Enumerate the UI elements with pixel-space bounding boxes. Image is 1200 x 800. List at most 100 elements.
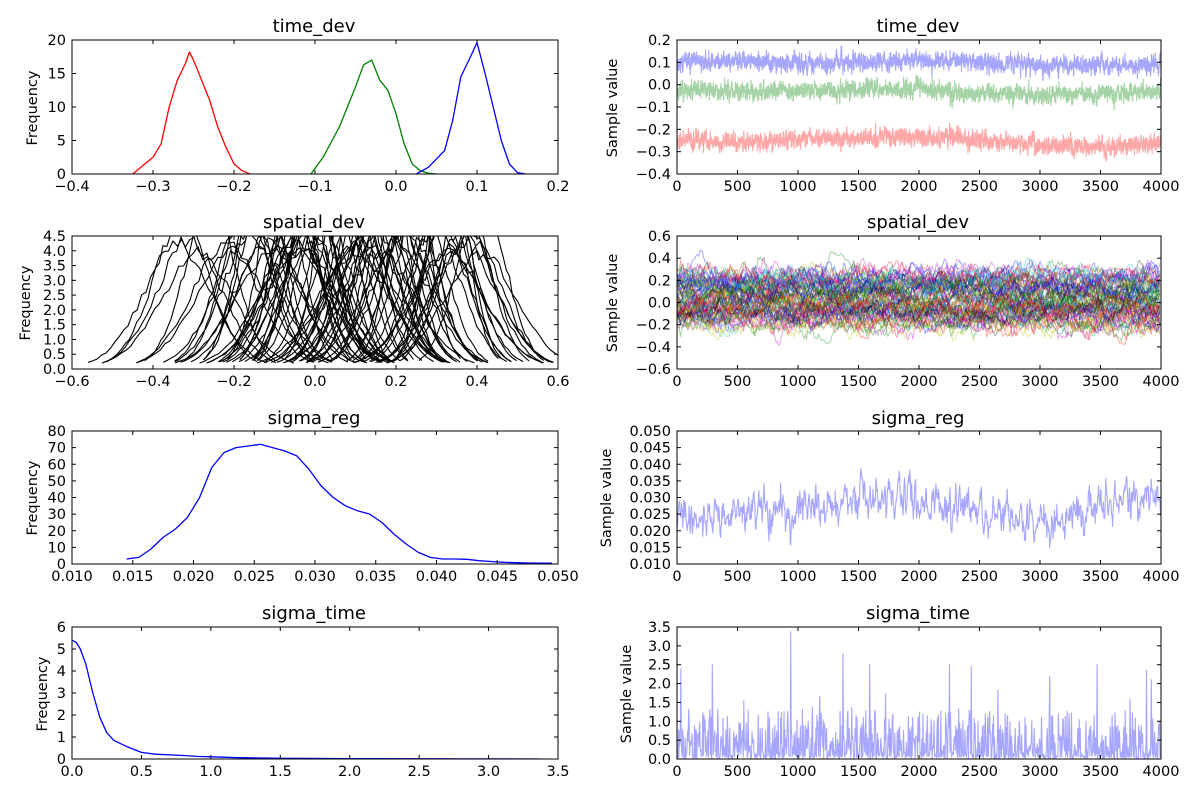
y-tick-label: −0.4 [636, 167, 671, 183]
x-tick-label: 0.010 [51, 569, 93, 585]
density-curve [346, 236, 479, 362]
x-tick-label: 0.1 [465, 179, 488, 195]
x-tick-label: 3.5 [546, 764, 569, 780]
trace-line [677, 268, 1161, 309]
x-tick-label: 1000 [780, 569, 817, 585]
panel-title: sigma_reg [268, 408, 361, 429]
trace-line [677, 257, 1161, 308]
panel-title: spatial_dev [263, 212, 365, 233]
x-tick-label: 3500 [1082, 179, 1119, 195]
y-tick-label: 0.0 [43, 362, 66, 378]
panel-sigma-reg-trace: sigma_reg Sample value 0 500 1000 1500 2000 2… [599, 408, 1179, 585]
axes-frame [71, 235, 559, 370]
trace-line [677, 309, 1161, 344]
y-tick-label: 0.0 [648, 296, 671, 312]
y-tick-label: 3.5 [648, 620, 671, 636]
trace-line [677, 265, 1161, 314]
y-tick-label: 0.2 [648, 33, 671, 49]
density-curve [276, 237, 450, 363]
x-tick-label: 0 [672, 374, 681, 390]
trace-line [677, 122, 1161, 162]
y-tick-label: 10 [48, 540, 66, 556]
y-axis-label: Sample value [619, 645, 635, 744]
y-tick-label: 0.5 [43, 347, 66, 363]
y-tick-label: 0.015 [629, 540, 671, 556]
y-tick-label: 4.0 [43, 244, 66, 260]
density-curve [290, 236, 423, 362]
trace-line [677, 251, 1161, 293]
x-tick-label: 500 [724, 764, 752, 780]
trace-line [677, 74, 1161, 111]
x-tick-label: −0.1 [297, 179, 332, 195]
y-tick-label: 0.045 [629, 441, 671, 457]
y-tick-label: 4.5 [43, 229, 66, 245]
trace-line [677, 295, 1161, 335]
x-tick-label: 1.5 [269, 764, 292, 780]
y-tick-label: 1.5 [43, 318, 66, 334]
y-axis-label: Frequency [25, 70, 41, 145]
density-curve [286, 236, 434, 363]
x-tick-label: 4000 [1143, 179, 1180, 195]
y-tick-label: 3.0 [648, 639, 671, 655]
trace-line [677, 295, 1161, 332]
trace-line [677, 292, 1161, 334]
axes-frame [676, 430, 1162, 565]
trace-line [677, 249, 1161, 299]
x-tick-label: 0.030 [294, 569, 336, 585]
density-curve [383, 236, 517, 362]
x-tick-label: 1500 [840, 569, 877, 585]
x-tick-label: 3500 [1082, 374, 1119, 390]
x-tick-label: 0 [672, 569, 681, 585]
trace-line [677, 259, 1161, 297]
density-curve [354, 242, 544, 364]
axis-ticks: 0.0 0.5 1.0 1.5 2.0 2.5 3.0 3.5 0 1 2 3 4 5 6 [57, 620, 570, 780]
x-tick-label: 2.5 [408, 764, 431, 780]
y-tick-label: 5 [57, 134, 66, 150]
trace-line [677, 276, 1161, 314]
panel-spatial-dev-trace: spatial_dev Sample value 0 500 1000 1500 200… [605, 212, 1179, 390]
x-tick-label: 2.0 [338, 764, 361, 780]
panel-title: sigma_reg [872, 408, 965, 429]
trace-line [677, 289, 1161, 331]
density-curve [239, 236, 352, 361]
x-tick-label: 1000 [780, 179, 817, 195]
plot-area [677, 249, 1161, 346]
axes-frame [71, 430, 559, 565]
x-tick-label: 2500 [961, 374, 998, 390]
y-tick-label: 0 [57, 557, 66, 573]
density-curve [180, 237, 356, 363]
x-tick-label: 1000 [780, 764, 817, 780]
y-axis-label: Frequency [35, 656, 51, 731]
density-curve [163, 236, 332, 363]
trace-line [677, 297, 1161, 331]
x-tick-label: 4000 [1143, 764, 1180, 780]
axis-ticks: 0 500 1000 1500 2000 2500 3000 3500 4000 −0.6 −0.4… [636, 229, 1180, 390]
panel-sigma-time-kde: sigma_time Frequency 0.0 0.5 1.0 1.5 2.0 2.5 3… [35, 603, 570, 780]
y-tick-label: 0.6 [648, 229, 671, 245]
trace-line [677, 274, 1161, 311]
x-tick-label: 3500 [1082, 764, 1119, 780]
trace-line [677, 261, 1161, 297]
panel-title: sigma_time [866, 603, 970, 624]
y-axis-label: Sample value [599, 449, 615, 548]
trace-line [677, 283, 1161, 317]
axes-frame [676, 39, 1162, 175]
trace-line [677, 273, 1161, 314]
x-tick-label: 0.5 [130, 764, 153, 780]
y-tick-label: 2.0 [43, 303, 66, 319]
trace-line [677, 278, 1160, 322]
y-tick-label: 0.4 [648, 251, 671, 267]
density-curve [144, 236, 276, 362]
trace-line [677, 268, 1161, 315]
trace-line [677, 292, 1161, 328]
x-tick-label: 3000 [1022, 764, 1059, 780]
x-tick-label: 500 [724, 569, 752, 585]
density-curve [227, 236, 333, 360]
trace-line [677, 286, 1161, 324]
x-tick-label: 0.040 [416, 569, 458, 585]
x-tick-label: 2500 [961, 569, 998, 585]
trace-line [677, 285, 1161, 316]
trace-line [677, 300, 1160, 339]
axis-ticks: 0 500 1000 1500 2000 2500 3000 3500 4000 0.0 0.5 1.… [648, 620, 1180, 780]
trace-line [677, 257, 1161, 292]
